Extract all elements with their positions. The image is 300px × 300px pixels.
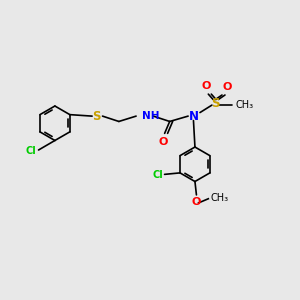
Text: N: N	[188, 110, 199, 123]
Text: O: O	[192, 197, 201, 207]
Text: O: O	[222, 82, 231, 92]
Text: S: S	[92, 110, 100, 123]
Text: Cl: Cl	[26, 146, 37, 156]
Text: CH₃: CH₃	[210, 193, 229, 203]
Text: O: O	[158, 137, 168, 147]
Text: NH: NH	[142, 111, 160, 121]
Text: O: O	[201, 81, 211, 91]
Text: S: S	[211, 97, 220, 110]
Text: Cl: Cl	[152, 170, 163, 180]
Text: CH₃: CH₃	[236, 100, 253, 110]
